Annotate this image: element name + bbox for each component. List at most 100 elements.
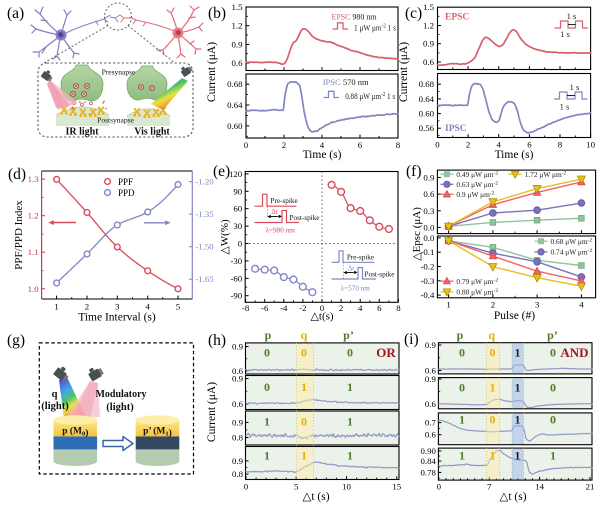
svg-text:0.7: 0.7	[425, 418, 437, 428]
svg-text:0.6: 0.6	[232, 58, 244, 68]
svg-text:60: 60	[233, 204, 242, 214]
svg-text:1.5: 1.5	[232, 2, 244, 12]
svg-text:△t (s): △t (s)	[499, 491, 526, 503]
svg-text:0.6: 0.6	[425, 430, 437, 440]
svg-text:0.68: 0.68	[419, 79, 435, 89]
svg-text:4: 4	[358, 303, 363, 313]
svg-text:-4: -4	[280, 303, 288, 313]
svg-text:IPSC: IPSC	[445, 124, 467, 134]
svg-text:Current (μA): Current (μA)	[206, 42, 218, 102]
svg-text:0: 0	[550, 413, 556, 427]
svg-text:8: 8	[396, 140, 401, 150]
svg-text:p: p	[265, 328, 272, 342]
svg-text:0.9: 0.9	[232, 374, 244, 384]
svg-text:0.0: 0.0	[423, 233, 435, 243]
svg-text:0.78: 0.78	[420, 467, 436, 477]
svg-text:0: 0	[244, 140, 249, 150]
svg-text:Pre-spike: Pre-spike	[271, 197, 298, 205]
svg-text:-1.20: -1.20	[195, 177, 214, 187]
svg-text:Vis light: Vis light	[134, 127, 170, 138]
svg-text:1 μW μm-2 1 s: 1 μW μm-2 1 s	[354, 23, 397, 33]
svg-text:1: 1	[264, 415, 270, 429]
svg-text:0.56: 0.56	[419, 123, 435, 133]
svg-text:(c): (c)	[405, 5, 422, 22]
svg-text:2: 2	[282, 140, 286, 150]
svg-text:0.64: 0.64	[227, 100, 243, 110]
svg-text:2: 2	[466, 140, 470, 150]
svg-text:0.68 μW μm-2: 0.68 μW μm-2	[551, 237, 593, 246]
svg-text:0: 0	[459, 381, 465, 395]
svg-text:(b): (b)	[208, 5, 226, 22]
svg-text:0.9 μW μm-2: 0.9 μW μm-2	[456, 190, 494, 199]
svg-text:(g): (g)	[7, 332, 25, 349]
svg-text:0.60: 0.60	[419, 109, 435, 119]
svg-text:-8: -8	[242, 303, 250, 313]
svg-text:0.88 μW μm-2: 0.88 μW μm-2	[456, 288, 498, 297]
svg-text:5: 5	[294, 482, 299, 492]
svg-text:4: 4	[579, 300, 584, 310]
svg-text:(d): (d)	[8, 166, 26, 183]
svg-text:0.6: 0.6	[423, 189, 435, 199]
svg-text:4: 4	[145, 302, 150, 312]
svg-text:EPSC 980 nm: EPSC 980 nm	[332, 12, 377, 22]
svg-text:0.0: 0.0	[423, 222, 435, 232]
svg-text:-30: -30	[230, 256, 242, 266]
svg-text:3: 3	[115, 302, 120, 312]
svg-text:0.60: 0.60	[227, 121, 243, 131]
svg-text:4: 4	[496, 140, 501, 150]
svg-text:1.2: 1.2	[232, 21, 243, 31]
svg-text:p’: p’	[343, 328, 354, 342]
svg-text:1.0: 1.0	[28, 284, 40, 294]
svg-text:△t(s): △t(s)	[310, 311, 333, 323]
svg-text:EPSC: EPSC	[445, 13, 469, 23]
svg-text:2: 2	[491, 300, 495, 310]
svg-text:1 s: 1 s	[567, 11, 577, 21]
svg-text:1: 1	[490, 449, 496, 463]
svg-text:-0.3: -0.3	[420, 276, 435, 286]
svg-text:PPD: PPD	[118, 188, 135, 198]
svg-text:0: 0	[550, 346, 556, 360]
svg-text:q: q	[488, 328, 495, 342]
svg-text:0.9: 0.9	[232, 417, 244, 427]
svg-text:PPF/PPD Index: PPF/PPD Index	[13, 200, 25, 270]
svg-text:1.5: 1.5	[423, 2, 435, 12]
svg-text:q: q	[52, 389, 58, 400]
svg-text:0: 0	[238, 239, 243, 249]
svg-text:p: p	[457, 328, 464, 342]
svg-text:Post-spike: Post-spike	[290, 214, 320, 222]
svg-text:0: 0	[244, 482, 249, 492]
svg-text:Modulatory: Modulatory	[95, 389, 146, 400]
svg-text:0.3: 0.3	[423, 206, 435, 216]
svg-text:-6: -6	[261, 303, 269, 313]
svg-text:1.3: 1.3	[28, 174, 40, 184]
svg-text:1: 1	[54, 302, 58, 312]
svg-text:IR light: IR light	[65, 127, 99, 138]
svg-text:1: 1	[446, 300, 450, 310]
svg-text:0.6: 0.6	[423, 57, 435, 67]
svg-text:8: 8	[558, 140, 563, 150]
svg-text:0.64: 0.64	[419, 94, 435, 104]
svg-text:0: 0	[264, 346, 270, 360]
svg-text:△W(%): △W(%)	[219, 219, 231, 255]
svg-text:1: 1	[515, 381, 521, 395]
svg-text:(i): (i)	[404, 331, 419, 348]
svg-text:-1.35: -1.35	[195, 209, 214, 219]
svg-text:0: 0	[490, 413, 496, 427]
svg-text:6: 6	[377, 303, 382, 313]
svg-text:0.9: 0.9	[425, 340, 437, 350]
svg-text:1: 1	[515, 449, 521, 463]
svg-text:1: 1	[490, 381, 496, 395]
svg-text:-2: -2	[299, 303, 306, 313]
svg-text:0.68: 0.68	[227, 79, 243, 89]
svg-text:10: 10	[342, 482, 351, 492]
svg-text:0.9: 0.9	[423, 39, 435, 49]
svg-text:0: 0	[437, 482, 442, 492]
svg-text:1.72 μW μm-2: 1.72 μW μm-2	[525, 170, 567, 179]
svg-text:1: 1	[550, 449, 556, 463]
svg-text:5: 5	[176, 302, 181, 312]
svg-text:0: 0	[347, 346, 353, 360]
svg-text:1: 1	[459, 449, 465, 463]
svg-text:Time Interval (s): Time Interval (s)	[78, 312, 156, 324]
svg-text:1.1: 1.1	[28, 247, 39, 257]
svg-text:(light): (light)	[41, 401, 69, 412]
